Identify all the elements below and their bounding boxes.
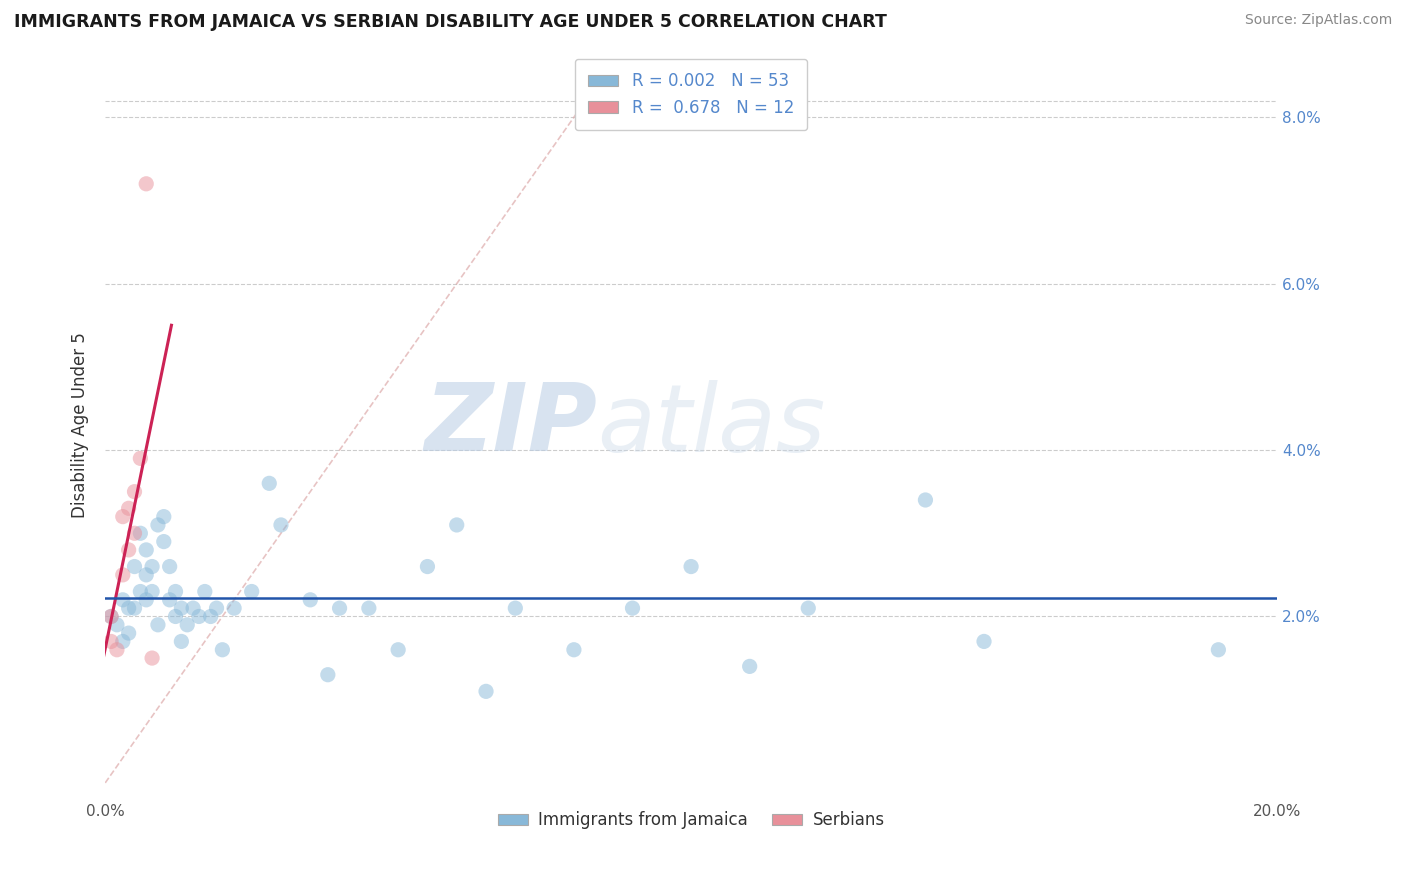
Point (111, 634, 134, 648)
Point (329, 601, 352, 615)
Point (797, 601, 820, 615)
Point (446, 518, 468, 533)
Point (738, 659, 761, 673)
Point (211, 642, 233, 657)
Legend: Immigrants from Jamaica, Serbians: Immigrants from Jamaica, Serbians (491, 805, 891, 836)
Point (124, 559, 146, 574)
Point (170, 634, 193, 648)
Point (259, 476, 281, 491)
Point (105, 617, 128, 632)
Point (224, 601, 246, 615)
Point (159, 559, 181, 574)
Text: Source: ZipAtlas.com: Source: ZipAtlas.com (1244, 13, 1392, 28)
Point (416, 559, 439, 574)
Point (505, 601, 527, 615)
Point (117, 601, 139, 615)
Point (475, 684, 498, 698)
Point (146, 617, 169, 632)
Point (141, 584, 163, 599)
Point (105, 642, 128, 657)
Point (135, 177, 157, 191)
Point (111, 567, 134, 582)
Point (111, 592, 134, 607)
Point (357, 601, 380, 615)
Y-axis label: Disability Age Under 5: Disability Age Under 5 (72, 332, 89, 518)
Point (270, 518, 292, 533)
Point (165, 584, 187, 599)
Point (621, 601, 644, 615)
Point (165, 609, 187, 624)
Text: ZIP: ZIP (425, 379, 598, 471)
Point (117, 542, 139, 557)
Point (681, 559, 703, 574)
Point (124, 526, 146, 541)
Point (146, 518, 169, 533)
Point (100, 609, 122, 624)
Point (205, 601, 228, 615)
Point (387, 642, 409, 657)
Point (135, 542, 157, 557)
Point (141, 651, 163, 665)
Point (181, 601, 204, 615)
Point (129, 451, 152, 466)
Point (188, 609, 211, 624)
Point (914, 493, 936, 508)
Point (135, 567, 157, 582)
Point (170, 601, 193, 615)
Point (316, 667, 339, 681)
Point (153, 534, 176, 549)
Point (1208, 642, 1230, 657)
Point (240, 584, 263, 599)
Point (124, 484, 146, 499)
Point (100, 634, 122, 648)
Point (159, 592, 181, 607)
Point (124, 601, 146, 615)
Point (129, 584, 152, 599)
Point (141, 559, 163, 574)
Point (562, 642, 585, 657)
Text: IMMIGRANTS FROM JAMAICA VS SERBIAN DISABILITY AGE UNDER 5 CORRELATION CHART: IMMIGRANTS FROM JAMAICA VS SERBIAN DISAB… (14, 13, 887, 31)
Point (117, 501, 139, 516)
Point (200, 609, 222, 624)
Point (153, 509, 176, 524)
Point (100, 609, 122, 624)
Point (135, 592, 157, 607)
Point (194, 584, 217, 599)
Text: atlas: atlas (598, 380, 825, 471)
Point (973, 634, 995, 648)
Point (117, 626, 139, 640)
Point (299, 592, 322, 607)
Point (111, 509, 134, 524)
Point (176, 617, 198, 632)
Point (129, 526, 152, 541)
